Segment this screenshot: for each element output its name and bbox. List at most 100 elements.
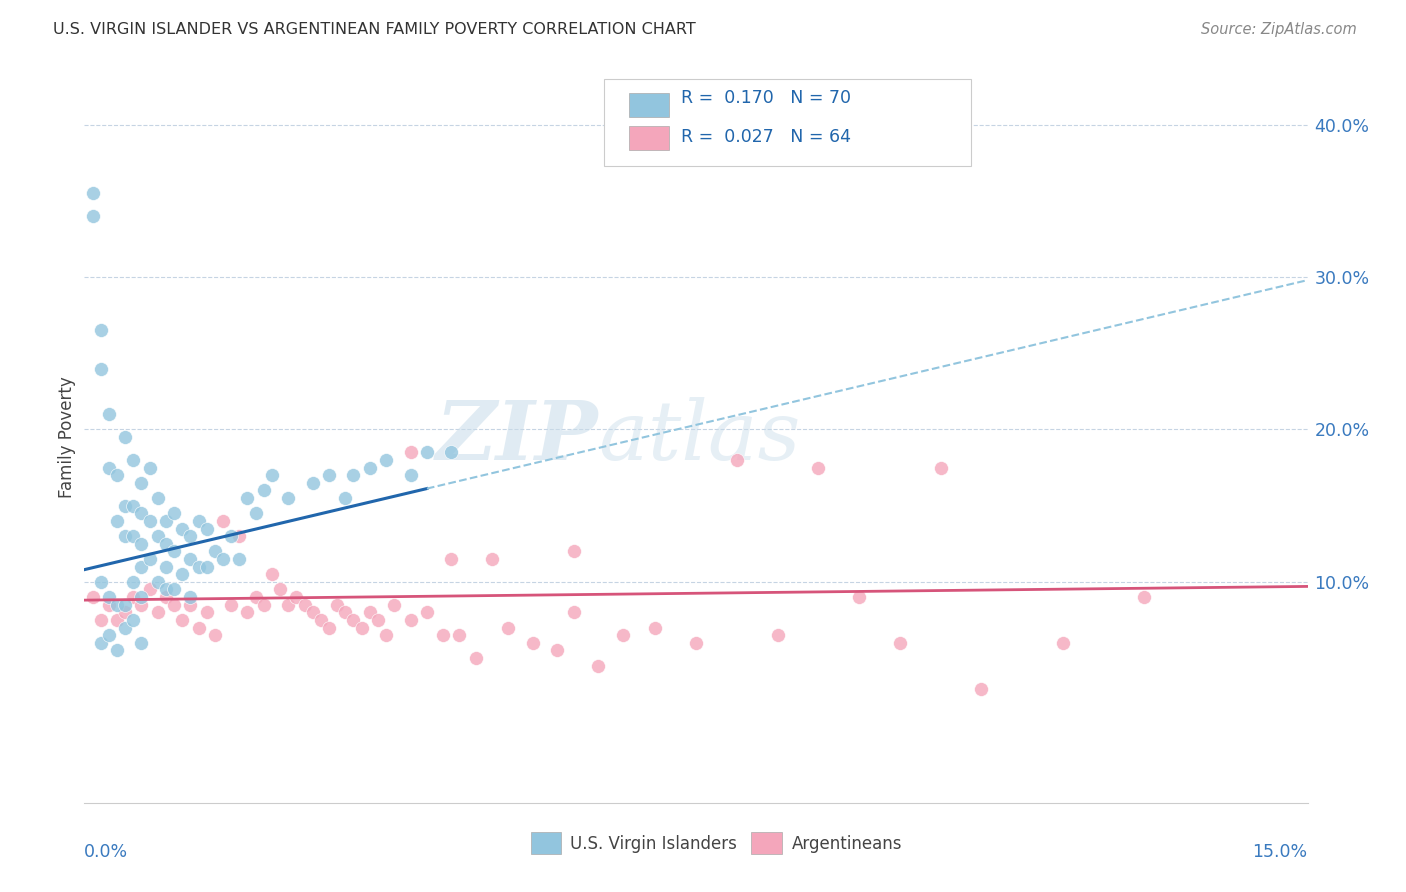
Point [245, 506, 267, 520]
Point [138, 552, 160, 566]
Point [301, 605, 323, 619]
Point [114, 499, 136, 513]
Point [146, 574, 169, 589]
Point [375, 453, 398, 467]
Point [382, 598, 405, 612]
Point [277, 598, 299, 612]
Point [105, 468, 128, 483]
Point [449, 628, 471, 642]
Point [359, 460, 381, 475]
Point [326, 598, 349, 612]
Point [163, 506, 186, 520]
Point [146, 529, 169, 543]
Point [105, 598, 128, 612]
Point [138, 460, 160, 475]
Point [294, 598, 316, 612]
Point [440, 445, 463, 459]
Point [253, 483, 276, 498]
Point [399, 468, 422, 483]
Point [97, 598, 120, 612]
Point [179, 598, 201, 612]
Point [612, 628, 634, 642]
Point [131, 636, 153, 650]
Point [367, 613, 389, 627]
Point [219, 598, 242, 612]
Point [187, 559, 209, 574]
Point [228, 529, 250, 543]
FancyBboxPatch shape [751, 832, 782, 854]
Point [236, 491, 259, 505]
Point [399, 613, 422, 627]
Point [889, 636, 911, 650]
Point [807, 460, 830, 475]
Point [375, 628, 398, 642]
Point [725, 453, 748, 467]
Point [105, 514, 128, 528]
Point [644, 621, 666, 635]
Point [335, 605, 357, 619]
Point [277, 491, 299, 505]
Point [269, 582, 291, 597]
Point [399, 445, 422, 459]
Point [179, 552, 201, 566]
Point [172, 521, 194, 535]
Point [131, 598, 153, 612]
Point [122, 529, 145, 543]
Text: 15.0%: 15.0% [1253, 843, 1308, 861]
Point [970, 681, 993, 696]
Point [90, 574, 112, 589]
Point [187, 621, 209, 635]
Point [245, 590, 267, 604]
Point [342, 613, 364, 627]
Point [766, 628, 789, 642]
Point [1052, 636, 1074, 650]
Point [172, 613, 194, 627]
Point [179, 590, 201, 604]
Point [260, 468, 283, 483]
Point [97, 460, 120, 475]
Point [236, 605, 259, 619]
Text: Argentineans: Argentineans [792, 835, 901, 853]
Point [195, 521, 218, 535]
Point [82, 186, 104, 201]
Point [416, 605, 439, 619]
Point [90, 323, 112, 337]
Text: R =  0.027   N = 64: R = 0.027 N = 64 [682, 128, 851, 146]
Point [131, 559, 153, 574]
Point [146, 491, 169, 505]
Point [122, 590, 145, 604]
Text: R =  0.170   N = 70: R = 0.170 N = 70 [682, 89, 851, 107]
Point [187, 514, 209, 528]
Point [498, 621, 520, 635]
FancyBboxPatch shape [628, 94, 669, 118]
Point [146, 605, 169, 619]
FancyBboxPatch shape [605, 78, 972, 167]
Y-axis label: Family Poverty: Family Poverty [58, 376, 76, 498]
Point [155, 559, 177, 574]
FancyBboxPatch shape [628, 126, 669, 151]
Point [131, 537, 153, 551]
Point [546, 643, 568, 657]
Point [82, 590, 104, 604]
Point [114, 605, 136, 619]
Point [155, 590, 177, 604]
Point [562, 544, 585, 558]
Point [82, 209, 104, 223]
Point [522, 636, 544, 650]
Point [155, 514, 177, 528]
Point [179, 529, 201, 543]
Point [105, 613, 128, 627]
Point [163, 598, 186, 612]
Point [318, 468, 340, 483]
Point [195, 605, 218, 619]
Point [350, 621, 373, 635]
Point [131, 590, 153, 604]
Point [114, 621, 136, 635]
Point [285, 590, 308, 604]
Point [114, 430, 136, 444]
Point [260, 567, 283, 582]
Point [432, 628, 454, 642]
Point [318, 621, 340, 635]
Point [309, 613, 332, 627]
Point [155, 582, 177, 597]
